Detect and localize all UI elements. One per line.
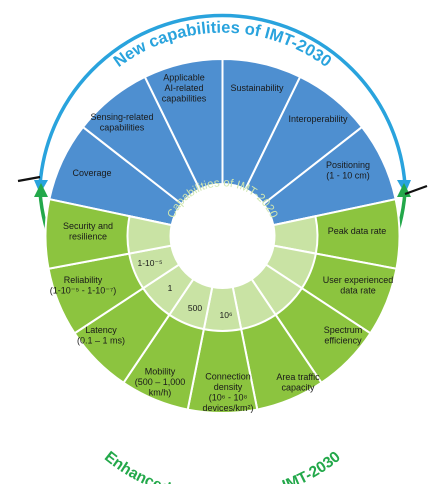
imt2020-value-connection-density: 10⁶ <box>220 310 233 320</box>
label-user-experienced: User experienced data rate <box>323 275 394 296</box>
label-positioning: Positioning (1 - 10 cm) <box>326 160 370 181</box>
separator-right <box>404 184 428 196</box>
label-sensing-related: Sensing-related capabilities <box>90 112 153 133</box>
blue-arc <box>38 13 407 186</box>
imt2020-value-latency: 1 <box>168 283 173 293</box>
green-arrow-right-icon <box>397 183 411 197</box>
label-reliability: Reliability (1-10⁻⁵ - 1-10⁻⁷) <box>50 275 117 296</box>
separator-left <box>17 175 41 183</box>
green-arrow-left-icon <box>34 183 48 197</box>
imt2020-ring: 1-10⁻⁵ 1 500 10⁶ <box>126 215 319 332</box>
label-interoperability: Interoperability <box>288 114 348 124</box>
label-applicable: Applicable AI-related capabilities <box>162 73 207 104</box>
label-coverage: Coverage <box>72 168 111 178</box>
center-hole <box>170 184 275 288</box>
label-connection: Connection density (10⁶ - 10⁸ devices/km²) <box>202 371 253 413</box>
bottom-title: Enhanced capabilities for IMT-2030 <box>101 448 344 484</box>
imt2020-value-mobility: 500 <box>188 303 202 313</box>
label-peak-data-rate: Peak data rate <box>328 226 387 236</box>
label-sustainability: Sustainability <box>230 83 284 93</box>
label-area-traffic: Area traffic capacity <box>276 372 320 393</box>
label-mobility: Mobility (500 – 1,000 km/h) <box>135 367 186 398</box>
label-security-and: Security and resilience <box>63 221 113 242</box>
imt2020-value-reliability: 1-10⁻⁵ <box>137 258 162 268</box>
label-latency: Latency (0.1 – 1 ms) <box>77 325 125 346</box>
capability-segments: Coverage Sensing-related capabilities Appli… <box>44 57 401 414</box>
label-spectrum: Spectrum efficiency <box>324 325 363 346</box>
